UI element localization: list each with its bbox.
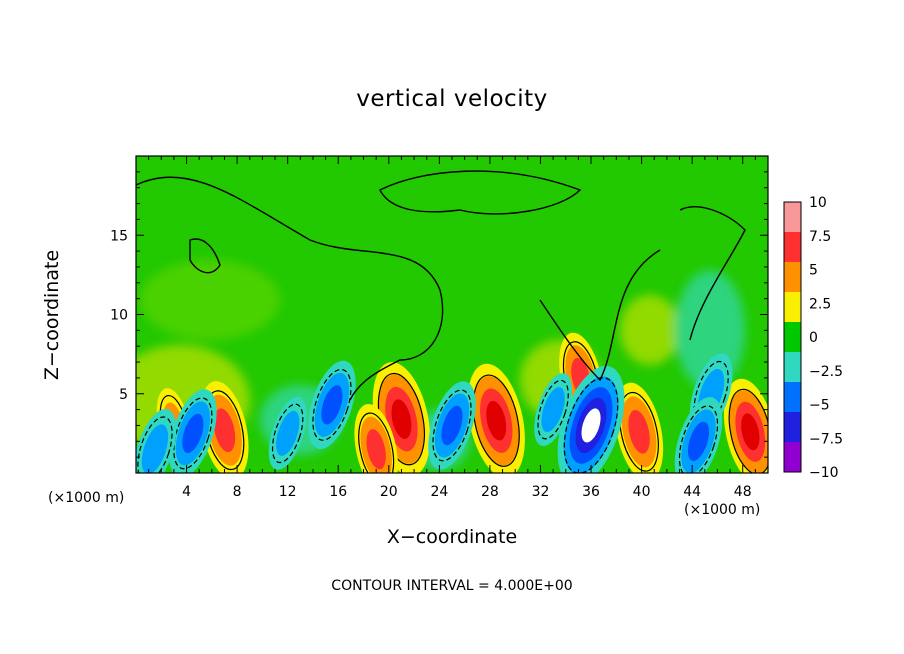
velocity-cell-level <box>391 399 412 439</box>
velocity-cell-level <box>366 429 386 470</box>
velocity-cell-level <box>541 387 565 433</box>
velocity-cell-contour <box>693 360 729 427</box>
colorbar-frame <box>783 201 802 473</box>
colorbar-tick-label: −7.5 <box>809 431 843 447</box>
colorbar-swatch <box>784 442 801 473</box>
velocity-cell-level <box>628 409 650 454</box>
velocity-cell-level <box>741 413 760 451</box>
colorbar: 10 7.5 5 2.5 0 −2.5 −5 −7.5 −10 <box>783 195 843 481</box>
velocity-cell-15 <box>268 396 307 470</box>
velocity-cell-12 <box>674 397 723 473</box>
x-axis-label: X−coordinate <box>386 526 518 548</box>
velocity-cell-contour <box>271 403 304 464</box>
x-tick-label: 48 <box>734 484 752 500</box>
colorbar-swatch <box>784 202 801 233</box>
velocity-cell-10 <box>557 365 625 473</box>
velocity-cell-level <box>687 421 710 461</box>
colorbar-tick-label: 0 <box>809 330 818 346</box>
velocity-cell-level <box>321 385 343 425</box>
y-tick-label: 15 <box>110 228 128 244</box>
velocity-cell-contour <box>537 379 569 440</box>
velocity-cell-level <box>141 424 169 473</box>
velocity-cell-level <box>441 405 463 446</box>
velocity-cell-level <box>276 410 300 456</box>
x-ticks: 4 8 12 16 20 24 28 32 36 40 44 48 <box>148 156 756 500</box>
x-tick-label: 28 <box>481 484 499 500</box>
x-tick-label: 44 <box>683 484 701 500</box>
velocity-cell-9 <box>428 381 476 470</box>
colorbar-tick-label: −2.5 <box>809 364 843 380</box>
contour-interval-note: CONTOUR INTERVAL = 4.000E+00 <box>331 578 573 594</box>
velocity-cell-16 <box>534 373 573 447</box>
chart-title: vertical velocity <box>356 86 548 112</box>
x-unit-label-right: (×1000 m) <box>684 502 761 518</box>
x-tick-label: 8 <box>233 484 242 500</box>
velocity-cell-14 <box>136 408 177 473</box>
y-tick-label: 10 <box>110 308 128 324</box>
velocity-cell-2 <box>467 363 525 473</box>
x-tick-label: 4 <box>182 484 191 500</box>
x-tick-label: 40 <box>633 484 651 500</box>
velocity-cell-6 <box>354 404 398 473</box>
x-unit-label-left: (×1000 m) <box>48 490 125 506</box>
velocity-cell-contour <box>137 416 173 473</box>
colorbar-swatch <box>784 382 801 413</box>
velocity-cell-contour <box>173 397 213 470</box>
velocity-cell-contour <box>728 388 768 473</box>
velocity-cell-level <box>182 413 204 454</box>
x-tick-label: 36 <box>582 484 600 500</box>
colorbar-swatch <box>784 232 801 263</box>
colorbar-tick-label: −5 <box>809 398 830 414</box>
velocity-cell-contour <box>432 389 472 462</box>
velocity-cell-contour <box>358 412 395 473</box>
velocity-cell-contour <box>472 374 520 467</box>
x-tick-label: 20 <box>380 484 398 500</box>
velocity-cell-3 <box>614 382 664 473</box>
x-tick-label: 32 <box>532 484 550 500</box>
colorbar-tick-label: 10 <box>809 195 827 211</box>
colorbar-swatch <box>784 262 801 293</box>
colorbar-swatch <box>784 412 801 443</box>
colorbar-tick-label: −10 <box>809 465 839 481</box>
x-tick-label: 16 <box>329 484 347 500</box>
velocity-cell-level <box>581 408 601 443</box>
velocity-cell-13 <box>169 389 217 473</box>
velocity-cell-level <box>486 400 507 441</box>
y-tick-label: 5 <box>119 387 128 403</box>
colorbar-swatch <box>784 352 801 383</box>
velocity-cell-contour <box>678 405 719 473</box>
x-tick-label: 12 <box>279 484 297 500</box>
plot-area <box>136 156 768 473</box>
velocity-cell-contour <box>312 368 352 441</box>
x-tick-label: 24 <box>430 484 448 500</box>
colorbar-swatch <box>784 322 801 353</box>
y-ticks: 5 10 15 <box>110 171 768 458</box>
colorbar-tick-label: 2.5 <box>809 296 831 312</box>
velocity-cell-4 <box>723 378 768 473</box>
velocity-cell-contour <box>619 391 659 472</box>
colorbar-tick-label: 5 <box>809 263 818 279</box>
velocity-cell-8 <box>308 360 356 450</box>
colorbar-swatch <box>784 292 801 323</box>
velocity-cell-level <box>213 408 236 453</box>
colorbar-tick-label: 7.5 <box>809 229 831 245</box>
